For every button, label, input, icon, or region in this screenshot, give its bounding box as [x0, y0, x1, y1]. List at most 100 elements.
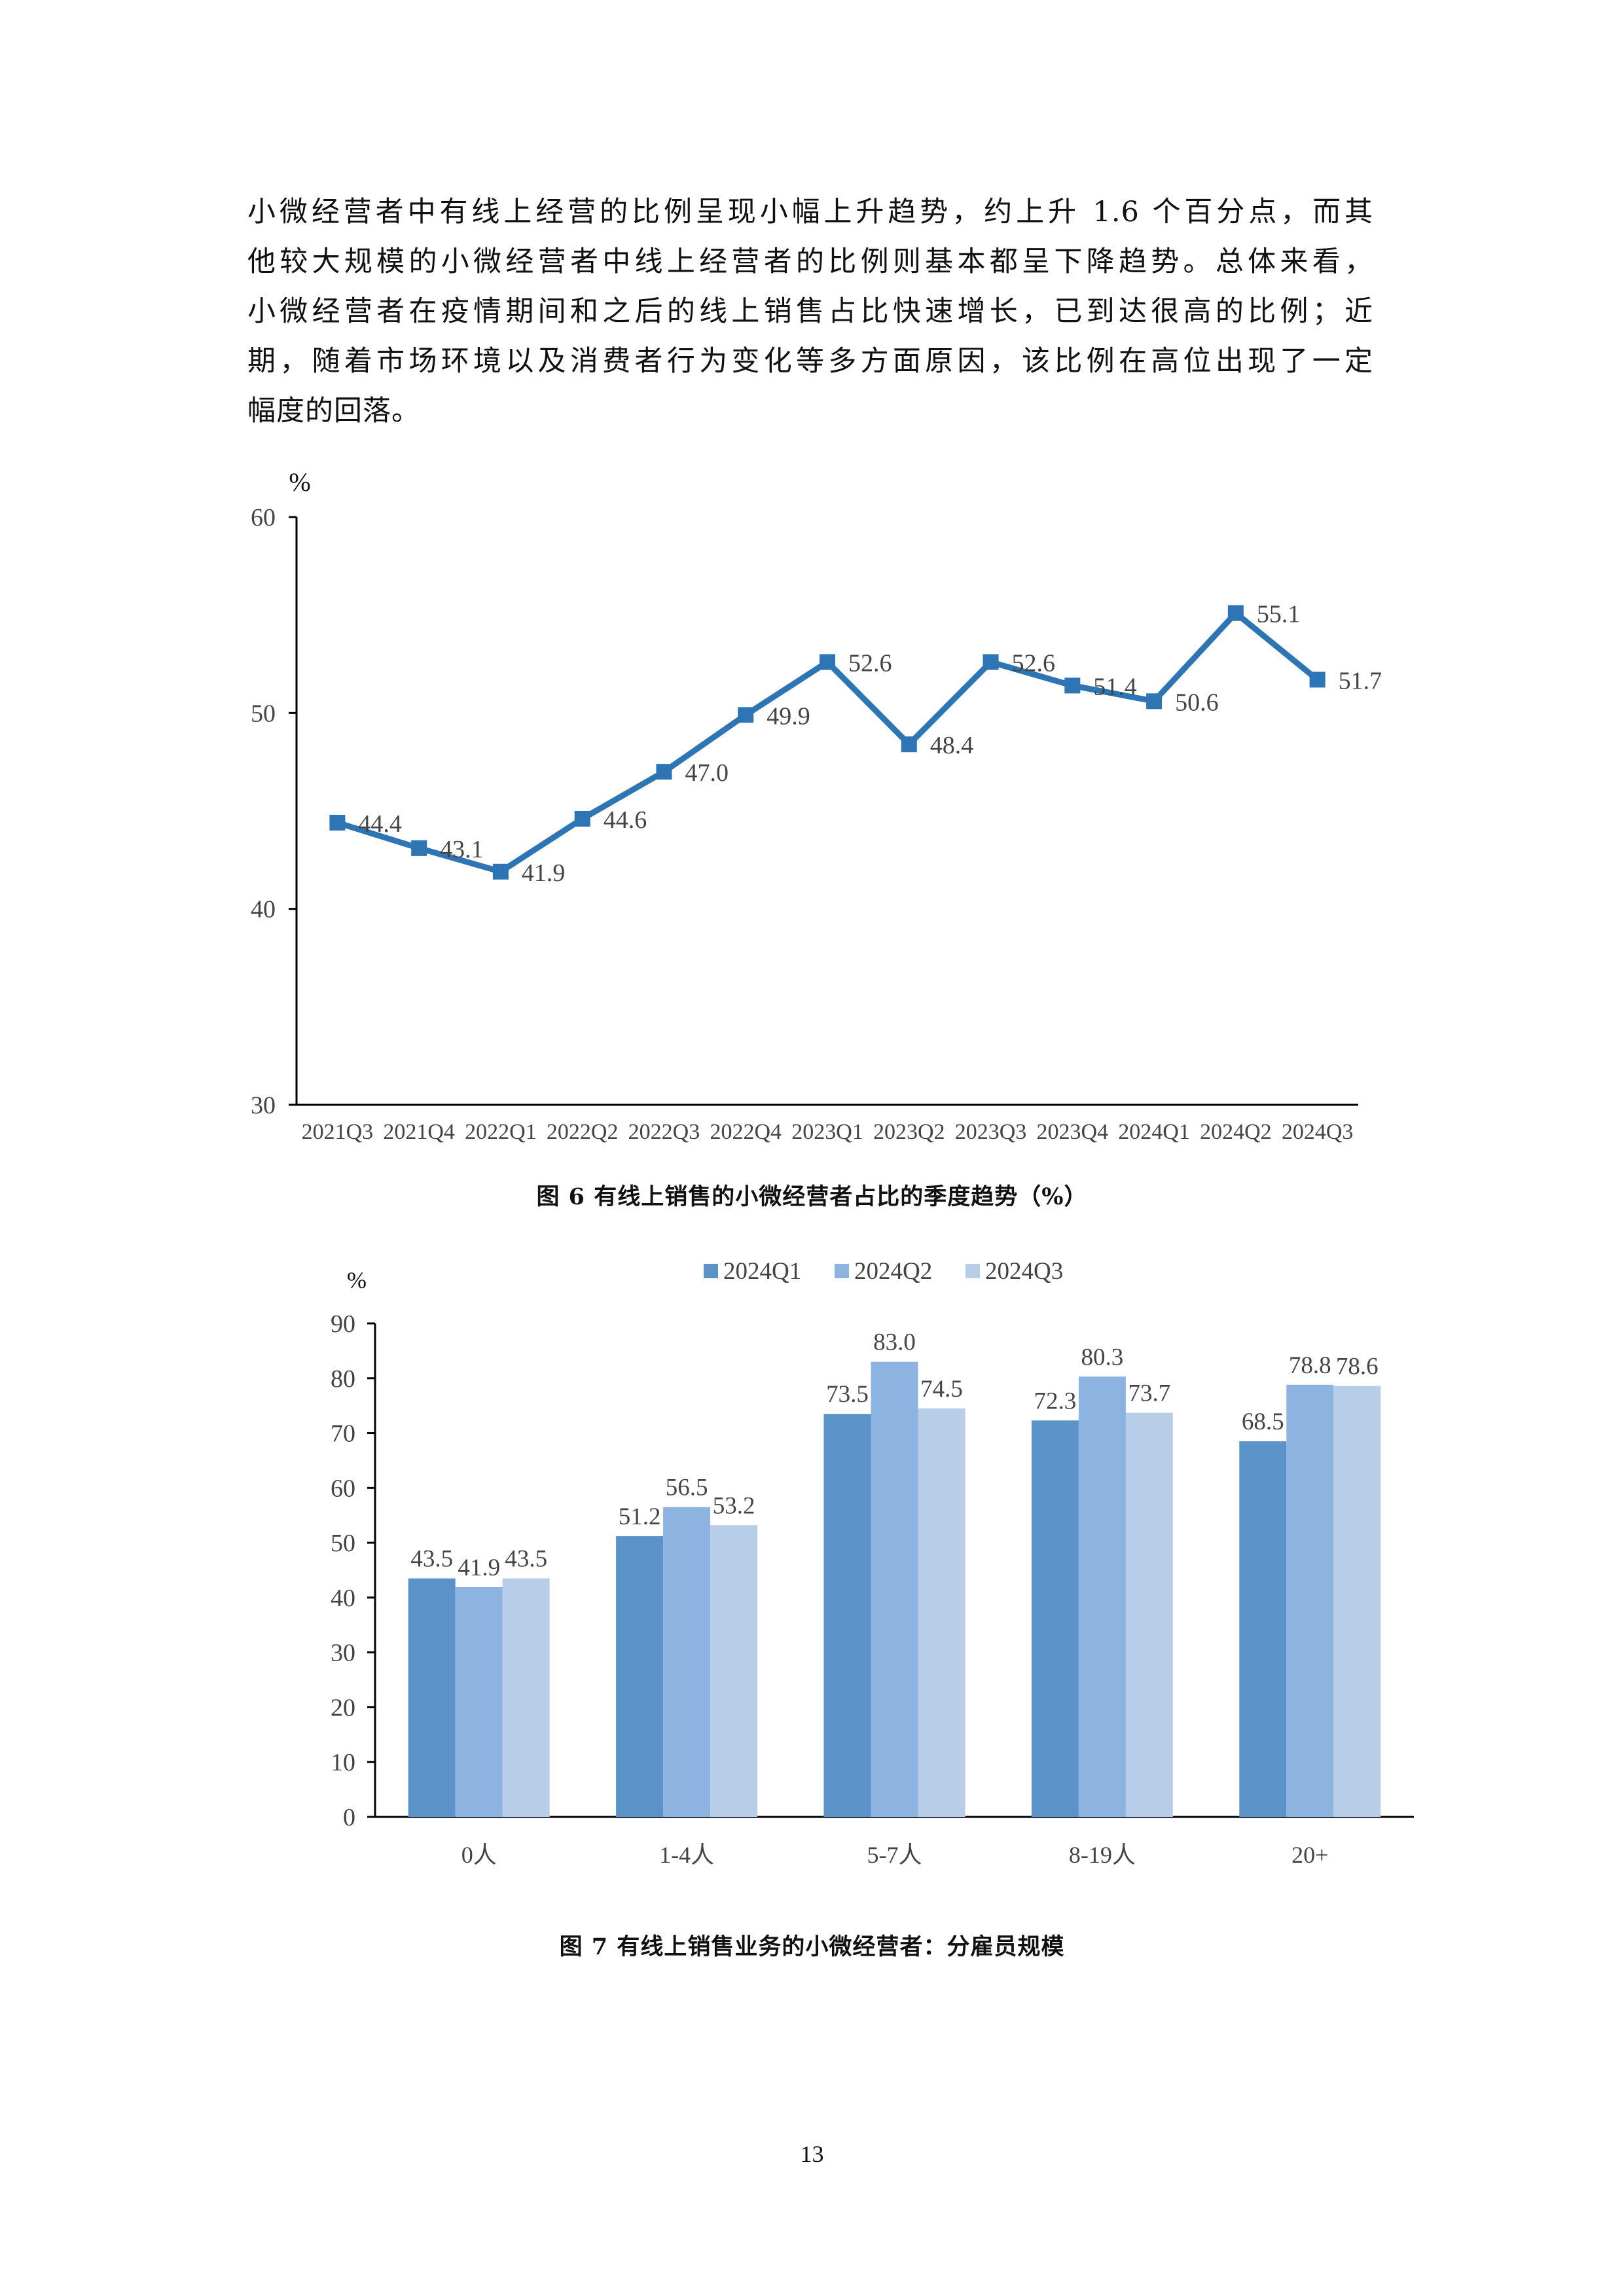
x-tick-label: 2022Q1 [465, 1120, 537, 1144]
bar [1286, 1384, 1334, 1817]
data-label: 55.1 [1257, 601, 1301, 628]
data-label: 52.6 [848, 650, 892, 677]
bar [1333, 1386, 1381, 1817]
bar [1125, 1412, 1173, 1817]
data-point [820, 654, 835, 670]
paragraph-line: 期，随着市场环境以及消费者行为变化等多方面原因，该比例在高位出现了一定 [247, 345, 1373, 378]
data-point [574, 810, 590, 827]
y-tick-label: 70 [331, 1420, 355, 1448]
x-tick-label: 0人 [461, 1842, 497, 1868]
y-tick-label: 50 [251, 700, 276, 727]
legend-label: 2024Q2 [854, 1258, 932, 1285]
x-tick-label: 2024Q3 [1282, 1120, 1354, 1144]
data-label: 44.6 [604, 806, 647, 834]
y-tick-label: 90 [331, 1310, 355, 1338]
data-point [492, 863, 509, 880]
bar [918, 1408, 965, 1817]
bar [823, 1414, 871, 1817]
x-tick-label: 2023Q1 [791, 1120, 863, 1144]
bar [616, 1536, 664, 1817]
y-unit-label: % [347, 1267, 367, 1293]
data-label: 47.0 [685, 759, 729, 787]
data-label: 52.6 [1012, 650, 1056, 677]
data-point [983, 654, 999, 670]
y-tick-label: 30 [331, 1640, 355, 1667]
legend-label: 2024Q3 [985, 1258, 1063, 1285]
x-tick-label: 2023Q2 [873, 1120, 945, 1144]
bar [408, 1578, 456, 1817]
bar [455, 1587, 503, 1817]
bar-data-label: 83.0 [873, 1329, 916, 1356]
data-label: 41.9 [522, 859, 566, 887]
legend-swatch [835, 1264, 849, 1278]
bar-data-label: 72.3 [1034, 1388, 1077, 1414]
bar-data-label: 68.5 [1242, 1408, 1284, 1435]
y-tick-label: 50 [331, 1530, 355, 1557]
bar-data-label: 73.7 [1128, 1380, 1171, 1407]
x-tick-label: 2022Q2 [547, 1120, 619, 1144]
x-tick-label: 5-7人 [867, 1842, 922, 1868]
data-label: 48.4 [930, 732, 974, 759]
bar-chart: % 0 10 20 30 40 50 60 70 80 90 0人 43.5 41.9 43.5 1-4人 51… [331, 1258, 1414, 1868]
bar-data-label: 51.2 [619, 1503, 661, 1530]
figure-6-caption: 图 6 有线上销售的小微经营者占比的季度趋势（%） [536, 1183, 1088, 1210]
bar-data-label: 80.3 [1081, 1344, 1124, 1371]
bar [710, 1525, 758, 1817]
bar-data-label: 43.5 [505, 1546, 547, 1573]
bar-data-label: 53.2 [713, 1492, 755, 1519]
data-point [1309, 672, 1326, 688]
data-label: 51.4 [1093, 673, 1137, 700]
data-point [901, 736, 917, 753]
data-label: 51.7 [1339, 667, 1382, 694]
data-label: 43.1 [440, 836, 484, 863]
data-label: 44.4 [358, 810, 402, 838]
data-point [1227, 605, 1244, 621]
y-tick-label: 60 [251, 504, 276, 531]
data-point [411, 840, 427, 856]
x-tick-label: 8-19人 [1069, 1842, 1136, 1868]
data-point [1064, 677, 1081, 694]
bar-data-label: 74.5 [920, 1376, 963, 1403]
legend-label: 2024Q1 [723, 1258, 801, 1285]
bar-data-label: 56.5 [666, 1475, 708, 1501]
y-unit-label: % [289, 467, 310, 497]
bar-data-label: 78.8 [1289, 1352, 1331, 1379]
legend-swatch [965, 1264, 980, 1278]
body-paragraph: 小微经营者中有线上经营的比例呈现小幅上升趋势，约上升 1.6 个百分点，而其 他… [247, 187, 1373, 436]
x-tick-label: 2023Q3 [955, 1120, 1027, 1144]
bar [871, 1361, 918, 1817]
x-tick-label: 2022Q3 [628, 1120, 700, 1144]
data-label: 49.9 [767, 702, 810, 730]
data-point [1146, 693, 1163, 709]
y-tick-label: 10 [331, 1749, 355, 1776]
x-tick-label: 2024Q1 [1118, 1120, 1190, 1144]
paragraph-line: 小微经营者中有线上经营的比例呈现小幅上升趋势，约上升 1.6 个百分点，而其 [247, 196, 1373, 228]
y-tick-label: 60 [331, 1475, 355, 1502]
line-chart: % 30 40 50 60 2021Q3 2021Q4 2022Q1 2022Q2 2022Q3 2… [251, 467, 1382, 1144]
x-tick-label: 2021Q4 [383, 1120, 455, 1144]
legend-swatch [704, 1264, 718, 1278]
bar-data-label: 43.5 [410, 1546, 453, 1573]
data-label: 50.6 [1175, 689, 1219, 716]
page-number: 13 [800, 2141, 824, 2167]
bar [1078, 1376, 1126, 1817]
y-tick-label: 40 [331, 1585, 355, 1612]
paragraph-line: 他较大规模的小微经营者中线上经营者的比例则基本都呈下降趋势。总体来看， [247, 245, 1373, 278]
x-tick-label: 2021Q3 [302, 1120, 374, 1144]
bar-data-label: 73.5 [826, 1381, 869, 1408]
bar [502, 1578, 550, 1817]
bar-data-label: 41.9 [458, 1554, 500, 1581]
bar [663, 1507, 711, 1817]
data-point [656, 764, 672, 780]
bar [1031, 1420, 1079, 1817]
y-tick-label: 20 [331, 1694, 355, 1721]
y-tick-label: 0 [343, 1804, 355, 1831]
x-tick-label: 2023Q4 [1037, 1120, 1109, 1144]
y-tick-label: 80 [331, 1365, 355, 1393]
x-tick-label: 2022Q4 [710, 1120, 782, 1144]
paragraph-line: 小微经营者在疫情期间和之后的线上销售占比快速增长，已到达很高的比例；近 [247, 295, 1373, 328]
paragraph-line: 幅度的回落。 [247, 395, 420, 427]
x-tick-label: 20+ [1291, 1842, 1328, 1868]
data-point [738, 707, 754, 723]
y-tick-label: 40 [251, 896, 276, 924]
